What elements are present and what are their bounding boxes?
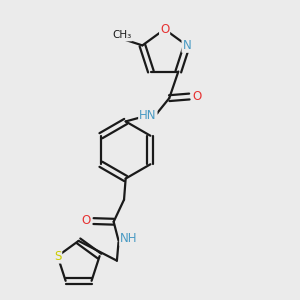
Text: HN: HN: [139, 109, 157, 122]
Text: N: N: [182, 39, 191, 52]
Text: O: O: [160, 23, 169, 36]
Text: O: O: [82, 214, 91, 227]
Text: S: S: [54, 250, 61, 262]
Text: O: O: [192, 90, 201, 103]
Text: NH: NH: [120, 232, 138, 245]
Text: CH₃: CH₃: [112, 31, 132, 40]
